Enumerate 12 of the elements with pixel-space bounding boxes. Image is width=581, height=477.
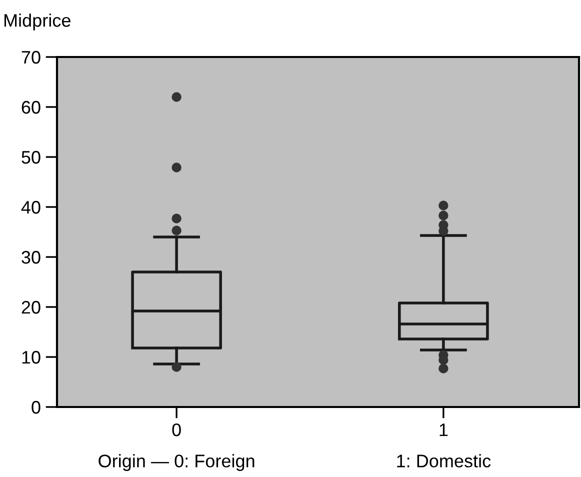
text: Origin — 0: Foreign bbox=[98, 454, 254, 471]
y-tick-label: 70 bbox=[22, 50, 40, 64]
y-tick-label: 40 bbox=[21, 200, 40, 214]
y-tick-label: 10 bbox=[22, 350, 40, 364]
y-tick-label: 20 bbox=[22, 300, 40, 314]
y-tick-label: 30 bbox=[22, 250, 40, 264]
x-tick-label: 1 bbox=[440, 424, 448, 436]
y-axis-title: Midprice bbox=[4, 14, 70, 30]
y-tick-label: 50 bbox=[22, 150, 40, 164]
y-tick-label: 0 bbox=[32, 400, 40, 414]
text: 1: Domestic bbox=[397, 454, 491, 468]
y-tick-label: 60 bbox=[22, 100, 40, 114]
